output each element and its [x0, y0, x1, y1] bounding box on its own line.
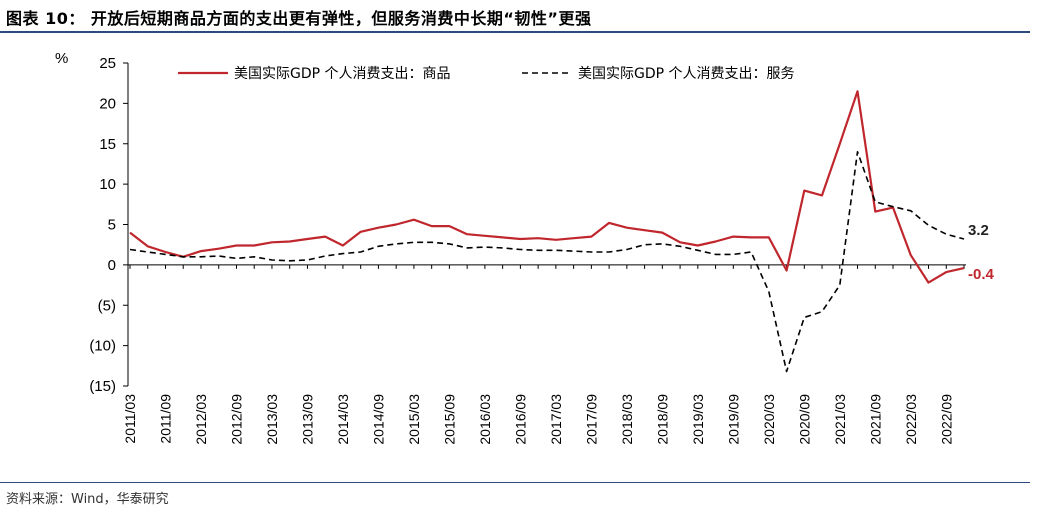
x-tick-label: 2019/03 — [690, 394, 706, 445]
end-value-label: -0.4 — [968, 266, 995, 283]
series-group — [129, 90, 965, 373]
y-tick-label: 10 — [99, 176, 116, 193]
x-tick-label: 2021/09 — [867, 394, 883, 445]
y-tick-label: 25 — [99, 55, 116, 72]
x-tick-label: 2020/09 — [796, 394, 812, 445]
x-tick-label: 2019/09 — [725, 394, 741, 445]
x-tick-label: 2014/03 — [335, 394, 351, 445]
source-note: 资料来源：Wind，华泰研究 — [6, 492, 169, 507]
legend: 美国实际GDP 个人消费支出：商品 美国实际GDP 个人消费支出：服务 — [178, 66, 795, 82]
end-value-label: 3.2 — [968, 222, 989, 239]
x-tick-label: 2015/09 — [441, 394, 457, 445]
y-unit-label: % — [55, 50, 68, 67]
x-tick-label: 2015/03 — [406, 394, 422, 445]
x-tick-label: 2013/03 — [264, 394, 280, 445]
y-tick-label: (15) — [89, 378, 116, 395]
x-tick-label: 2016/09 — [512, 394, 528, 445]
y-axis: 25 20 15 10 5 0 (5) (10) (15) — [89, 55, 129, 395]
x-tick-label: 2012/09 — [228, 394, 244, 445]
x-tick-label: 2022/03 — [903, 394, 919, 445]
x-tick-label: 2017/03 — [548, 394, 564, 445]
y-tick-label: 0 — [108, 257, 116, 274]
x-tick-label: 2016/03 — [477, 394, 493, 445]
series-line-services — [129, 151, 965, 373]
x-tick-label: 2011/09 — [157, 394, 173, 444]
legend-label-goods: 美国实际GDP 个人消费支出：商品 — [234, 66, 451, 82]
x-tick-label: 2018/03 — [619, 394, 635, 445]
x-tick-label: 2011/03 — [122, 394, 138, 444]
top-rule — [0, 31, 1030, 33]
y-tick-label: 20 — [99, 95, 116, 112]
y-tick-label: (5) — [98, 297, 116, 314]
bottom-rule — [0, 482, 1030, 483]
x-tick-label: 2017/09 — [583, 394, 599, 445]
x-tick-label: 2013/09 — [299, 394, 315, 445]
x-axis: 2011/03 2011/09 2012/03 2012/09 2013/03 2013/… — [122, 264, 966, 445]
x-tick-label: 2020/03 — [761, 394, 777, 445]
end-labels: 3.2 -0.4 — [968, 222, 995, 283]
x-tick-label: 2012/03 — [193, 394, 209, 445]
x-tick-label: 2022/09 — [938, 394, 954, 445]
figure-title: 图表 10： 开放后短期商品方面的支出更有弹性，但服务消费中长期“韧性”更强 — [6, 9, 592, 28]
x-tick-label: 2014/09 — [370, 394, 386, 445]
y-tick-label: 15 — [99, 136, 116, 153]
y-tick-label: (10) — [89, 338, 116, 355]
y-tick-label: 5 — [108, 217, 116, 234]
series-line-goods — [129, 90, 965, 284]
legend-label-services: 美国实际GDP 个人消费支出：服务 — [578, 66, 795, 82]
x-tick-label: 2018/09 — [654, 394, 670, 445]
x-tick-label: 2021/03 — [832, 394, 848, 445]
